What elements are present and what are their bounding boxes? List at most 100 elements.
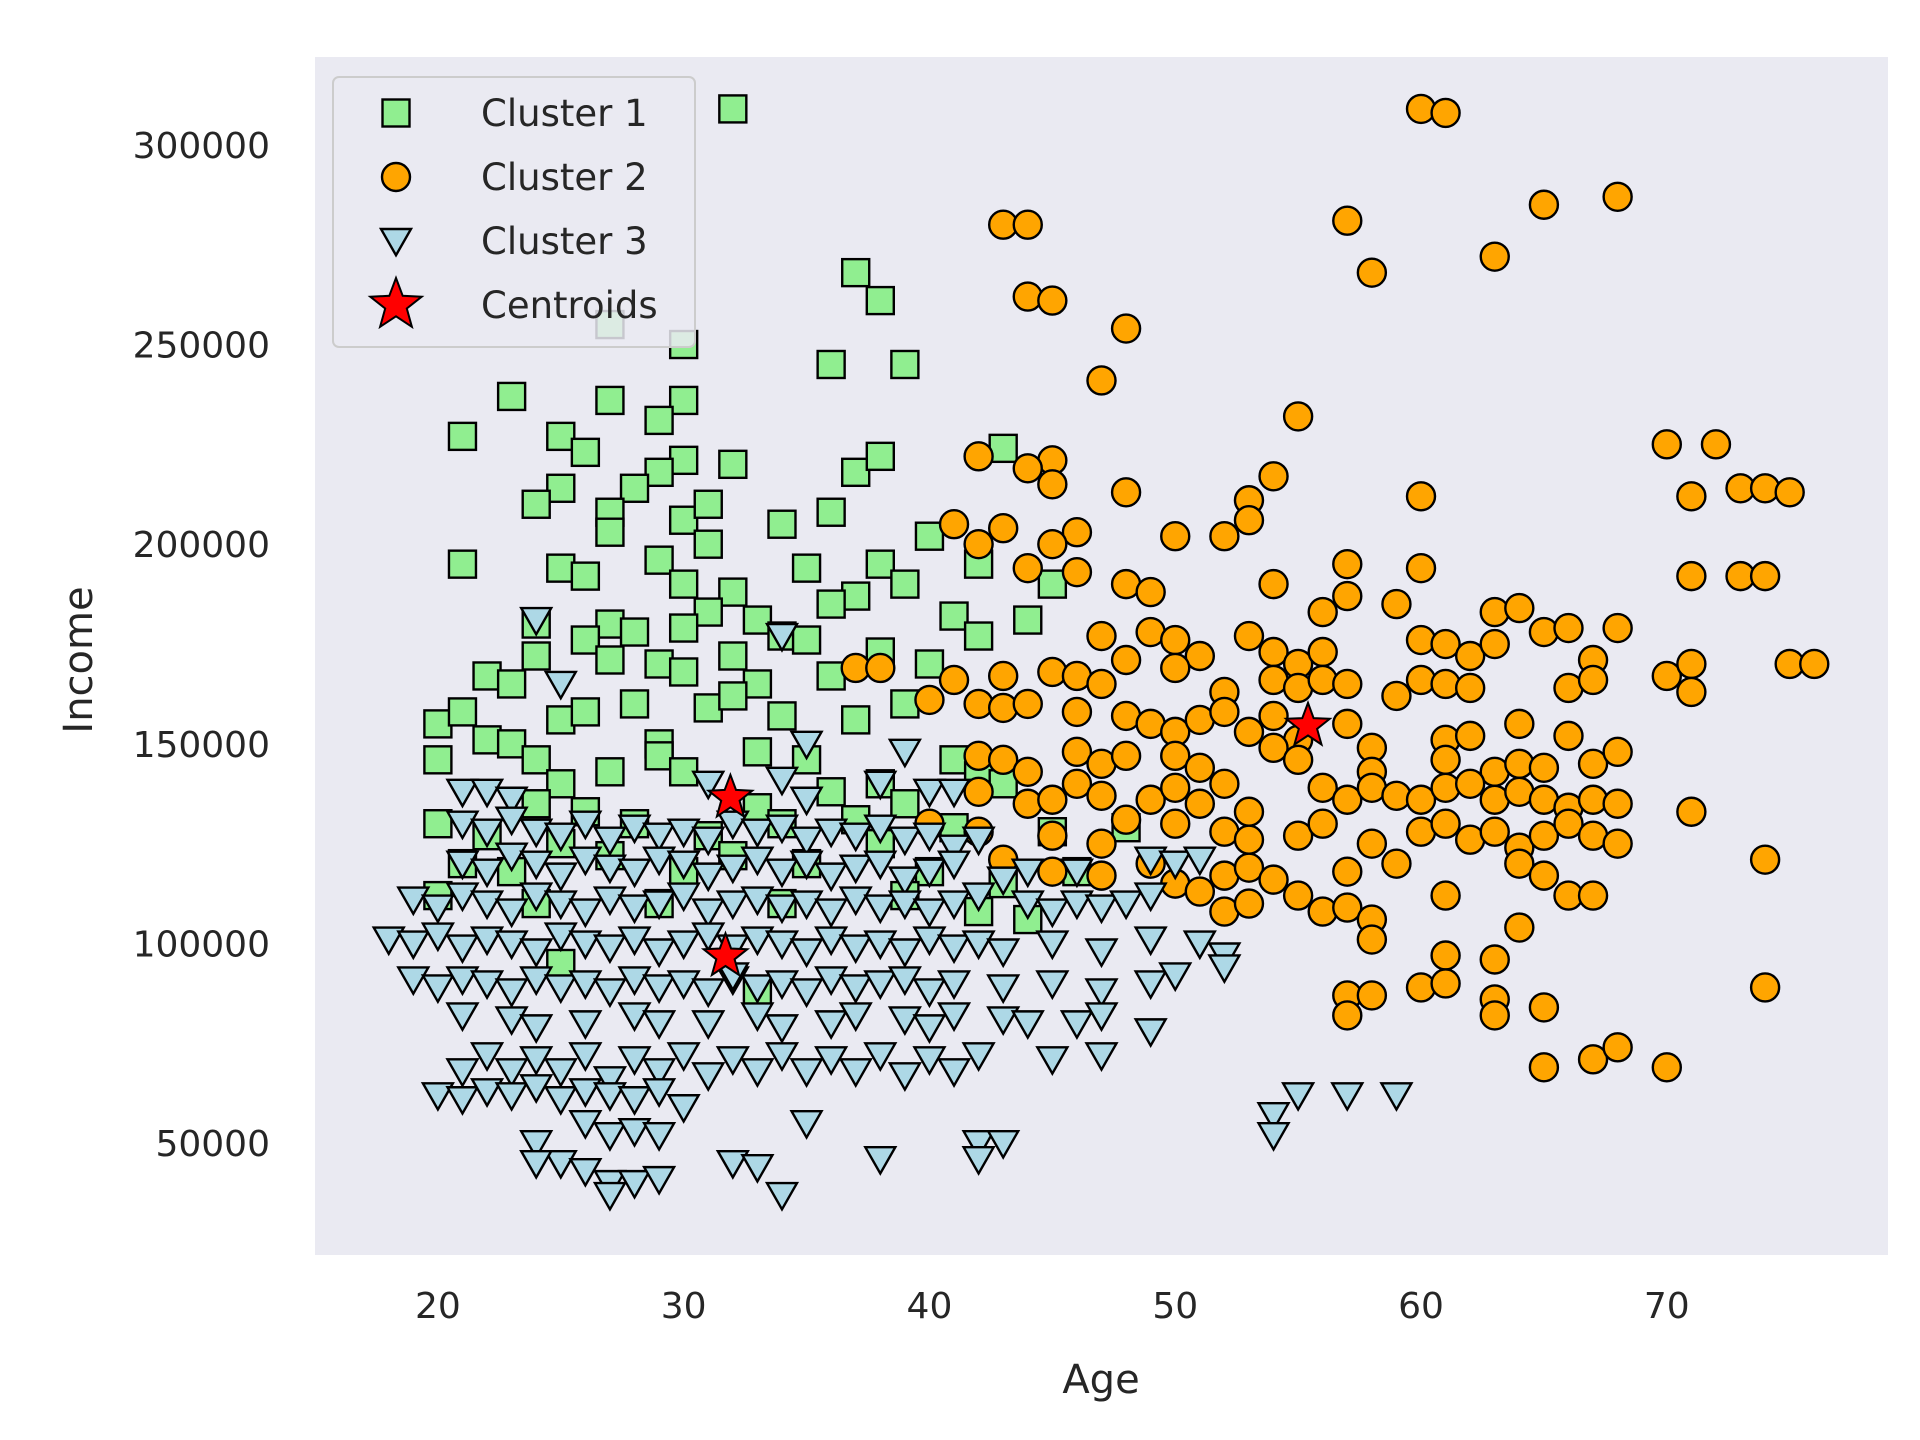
cluster-1-point (914, 649, 945, 679)
cluster-3-point (740, 1002, 775, 1033)
cluster-1-point (619, 689, 650, 719)
cluster-3-point (1059, 1010, 1094, 1041)
cluster-2-point (1332, 892, 1363, 923)
cluster-1-point (423, 709, 453, 739)
cluster-1-point (767, 701, 797, 731)
cluster-3-point (986, 938, 1021, 969)
cluster-2-point (938, 664, 970, 696)
cluster-1-point (865, 285, 895, 316)
cluster-2-point (1307, 896, 1338, 927)
cluster-2-point (1012, 281, 1043, 312)
cluster-2-point (1233, 888, 1265, 919)
cluster-2-point (1356, 257, 1388, 288)
cluster-3-point (519, 1046, 554, 1076)
cluster-3-point (936, 834, 972, 865)
cluster-1-point (718, 681, 748, 711)
cluster-1-point (767, 509, 797, 539)
cluster-3-point (519, 966, 554, 997)
cluster-3-point (1059, 858, 1094, 889)
cluster-2-point (1430, 744, 1461, 776)
cluster-3-point (543, 670, 578, 701)
legend-cluster-2: Cluster 2 (380, 156, 648, 199)
cluster-3-point (666, 970, 701, 1001)
cluster-3-point (519, 606, 554, 637)
cluster-3-point (568, 810, 603, 841)
cluster-2-point (1061, 517, 1093, 548)
cluster-3-point (1010, 890, 1045, 921)
cluster-3-point (961, 1145, 996, 1176)
cluster-3-point (666, 850, 701, 881)
cluster-3-point (666, 930, 701, 961)
cluster-2-point (1504, 708, 1535, 740)
cluster-3-point (863, 814, 898, 845)
cluster-3-point (1035, 930, 1070, 961)
cluster-3-point (543, 822, 578, 853)
cluster-3-point (691, 1010, 726, 1041)
cluster-1-point (693, 693, 723, 723)
cluster-3-point (617, 1046, 652, 1076)
cluster-2-point (1332, 668, 1363, 700)
cluster-2-point (1381, 780, 1412, 811)
cluster-3-point (740, 846, 775, 877)
legend-centroids-label: Centroids (481, 284, 658, 327)
cluster-3-point (617, 966, 652, 997)
legend-cluster-1: Cluster 1 (381, 92, 648, 135)
cluster-1-point (816, 349, 846, 380)
cluster-1-point (447, 697, 478, 727)
cluster-2-point (1405, 624, 1437, 656)
cluster-3-point (764, 814, 800, 845)
cluster-3-point (519, 938, 554, 969)
cluster-2-point (1454, 672, 1486, 704)
cluster-3-point (445, 966, 480, 997)
cluster-3-point (814, 862, 849, 893)
cluster-1-point (546, 473, 576, 503)
cluster-3-point (445, 1086, 480, 1116)
cluster-2-point (1037, 784, 1068, 815)
cluster-2-point (1110, 477, 1142, 508)
cluster-3-point (936, 850, 972, 881)
cluster-3-point (568, 970, 603, 1001)
cluster-3-point (666, 818, 701, 849)
cluster-2-point (1528, 752, 1560, 784)
cluster-2-point (1430, 940, 1461, 971)
cluster-1-point (521, 489, 551, 519)
cluster-2-point (1160, 808, 1191, 839)
cluster-2-point (1061, 556, 1093, 588)
cluster-3-point (1281, 1082, 1316, 1112)
cluster-3-point (789, 978, 824, 1009)
legend-cluster-2-label: Cluster 2 (481, 156, 648, 199)
cluster-2-point (1258, 700, 1289, 732)
cluster-2-point (963, 740, 994, 772)
cluster-3-point (592, 1122, 628, 1152)
cluster-2-point (1282, 880, 1314, 911)
cluster-3-point (986, 1006, 1021, 1037)
cluster-2-point (1479, 816, 1510, 847)
cluster-2-point (963, 528, 994, 560)
cluster-2-point (1799, 648, 1830, 680)
cluster-3-point (961, 1129, 996, 1160)
cluster-2-point (1332, 205, 1363, 236)
cluster-2-point (1061, 768, 1093, 799)
legend-box (332, 76, 696, 348)
cluster-2-point (1307, 772, 1338, 803)
cluster-3-point (617, 858, 652, 889)
cluster-2-point (1577, 664, 1609, 696)
cluster-1-point (472, 725, 502, 755)
cluster-2-point (1061, 696, 1093, 728)
cluster-3-point (1010, 858, 1045, 889)
cluster-3-point (592, 934, 628, 965)
cluster-2-point (987, 513, 1019, 544)
cluster-3-point (887, 966, 922, 997)
cluster-2-point (1012, 209, 1043, 240)
cluster-2-point (987, 692, 1019, 724)
cluster-3-point (814, 1010, 849, 1041)
cluster-3-point (396, 930, 431, 961)
cluster-3-point (592, 826, 628, 857)
cluster-3-point (592, 1082, 628, 1112)
cluster-3-point (887, 1062, 922, 1092)
legend-centroids: Centroids (367, 275, 658, 330)
cluster-2-point (1061, 736, 1093, 768)
cluster-3-point (494, 898, 529, 929)
cluster-1-point (521, 641, 551, 671)
